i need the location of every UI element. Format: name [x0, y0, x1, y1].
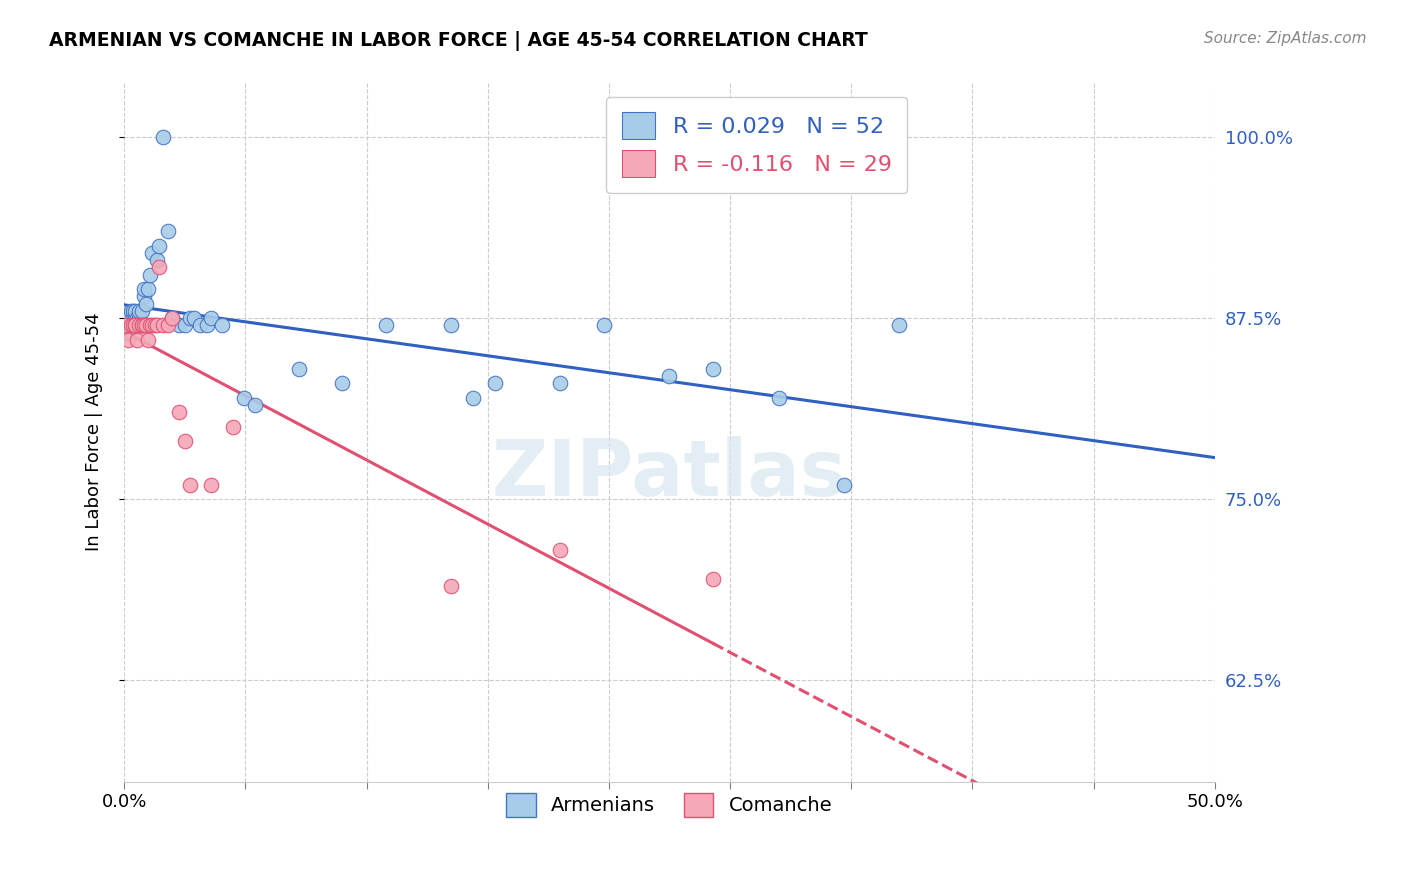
Point [115, 318, 138, 333]
Point [131, 318, 153, 333]
Point [146, 253, 169, 268]
Point [117, 311, 139, 326]
Point [143, 318, 166, 333]
Point [156, 224, 179, 238]
Point [128, 303, 150, 318]
Legend: Armenians, Comanche: Armenians, Comanche [499, 785, 841, 824]
Point [132, 318, 155, 333]
Point [200, 477, 222, 491]
Point [243, 398, 266, 412]
Point [152, 318, 174, 333]
Point [190, 318, 212, 333]
Point [117, 326, 139, 340]
Point [174, 434, 197, 449]
Point [128, 318, 150, 333]
Point [156, 318, 179, 333]
Point [135, 318, 157, 333]
Point [233, 391, 256, 405]
Point [120, 318, 142, 333]
Point [141, 245, 163, 260]
Point [463, 391, 485, 405]
Point [702, 361, 724, 376]
Point [887, 318, 910, 333]
Point [195, 318, 218, 333]
Point [287, 361, 309, 376]
Point [593, 318, 616, 333]
Point [121, 311, 143, 326]
Point [135, 296, 157, 310]
Point [117, 333, 139, 347]
Point [121, 318, 143, 333]
Point [200, 311, 222, 326]
Point [124, 318, 146, 333]
Point [132, 282, 155, 296]
Point [702, 572, 724, 586]
Point [658, 369, 681, 384]
Point [124, 318, 146, 333]
Text: Source: ZipAtlas.com: Source: ZipAtlas.com [1204, 31, 1367, 46]
Point [167, 318, 190, 333]
Point [127, 333, 149, 347]
Point [550, 376, 572, 391]
Point [211, 318, 233, 333]
Point [148, 260, 170, 275]
Point [148, 238, 170, 252]
Point [124, 303, 146, 318]
Y-axis label: In Labor Force | Age 45-54: In Labor Force | Age 45-54 [86, 312, 103, 551]
Point [179, 477, 201, 491]
Point [146, 318, 169, 333]
Point [128, 318, 150, 333]
Point [167, 405, 190, 419]
Point [550, 542, 572, 557]
Point [484, 376, 506, 391]
Point [152, 130, 174, 145]
Point [183, 311, 205, 326]
Point [179, 311, 201, 326]
Point [127, 318, 149, 333]
Point [374, 318, 396, 333]
Point [768, 391, 790, 405]
Point [136, 333, 159, 347]
Point [120, 318, 142, 333]
Point [160, 311, 183, 326]
Point [139, 268, 162, 282]
Point [160, 311, 183, 326]
Point [440, 579, 463, 593]
Point [440, 318, 463, 333]
Text: ZIPatlas: ZIPatlas [492, 436, 846, 512]
Text: ARMENIAN VS COMANCHE IN LABOR FORCE | AGE 45-54 CORRELATION CHART: ARMENIAN VS COMANCHE IN LABOR FORCE | AG… [49, 31, 868, 51]
Point [139, 318, 162, 333]
Point [131, 318, 153, 333]
Point [132, 289, 155, 303]
Point [124, 311, 146, 326]
Point [131, 318, 153, 333]
Point [832, 477, 855, 491]
Point [127, 311, 149, 326]
Point [128, 311, 150, 326]
Point [121, 303, 143, 318]
Point [131, 303, 153, 318]
Point [135, 318, 157, 333]
Point [174, 318, 197, 333]
Point [115, 311, 138, 326]
Point [124, 318, 146, 333]
Point [222, 419, 245, 434]
Point [141, 318, 163, 333]
Point [136, 282, 159, 296]
Point [120, 303, 142, 318]
Point [330, 376, 353, 391]
